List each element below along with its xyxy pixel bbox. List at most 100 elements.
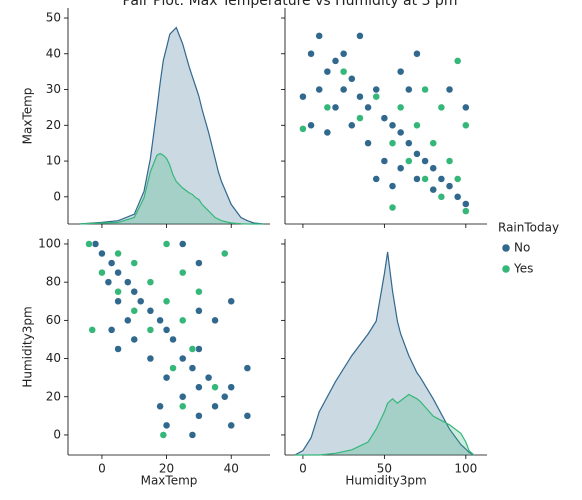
legend-marker [501,264,511,274]
scatter-point [364,103,372,112]
scatter-point [124,316,132,325]
scatter-point [388,182,397,190]
scatter-point [413,50,421,58]
scatter-point [114,345,122,353]
scatter-point [372,85,380,94]
y-tick-label: 0 [53,189,61,203]
scatter-point [130,259,139,267]
y-tick-label: 0 [53,427,61,441]
scatter-point [188,345,197,353]
scatter-point [396,67,405,76]
scatter-point [372,92,380,101]
scatter-point [364,139,372,147]
scatter-point [211,402,219,411]
scatter-point [372,175,380,183]
scatter-point [188,431,197,439]
x-tick-label: 50 [377,462,392,476]
scatter-point [178,240,187,248]
scatter-point [331,57,340,65]
scatter-point [114,287,122,296]
scatter-point [445,182,454,190]
kde-line [294,251,475,456]
y-tick-label: 10 [46,154,61,168]
scatter-point [130,287,139,296]
scatter-point [146,307,155,315]
scatter-point [445,157,454,165]
scatter-point [380,157,389,165]
scatter-point [162,297,171,306]
scatter-point [162,421,171,430]
scatter-point [429,139,437,147]
scatter-point [315,85,323,94]
scatter-point [315,32,323,40]
scatter-point [396,164,405,172]
scatter-point [348,121,356,130]
scatter-point [413,175,421,183]
scatter-point [405,85,413,94]
scatter-point [380,114,389,122]
scatter-point [107,326,116,334]
scatter-point [88,326,96,334]
scatter-point [162,240,171,248]
scatter-point [188,364,197,372]
scatter-point [221,393,229,401]
x-axis-label: Humidity3pm [345,474,426,488]
scatter-point [323,67,332,76]
scatter-point [299,125,307,133]
scatter-point [130,335,139,344]
scatter-point [396,103,405,112]
scatter-point [437,193,446,201]
scatter-point [243,364,252,372]
scatter-point [204,373,213,382]
scatter-point [104,278,113,286]
scatter-point [462,121,470,130]
scatter-point [429,185,437,194]
scatter-point [130,307,139,315]
scatter-point [356,114,364,122]
scatter-point [195,287,203,296]
y-tick-label: 50 [46,11,61,25]
scatter-point [339,67,348,76]
scatter-point [98,249,106,258]
legend-label: Yes [513,262,533,276]
scatter-point [114,268,122,277]
scatter-point [195,383,203,391]
scatter-point [413,150,421,158]
legend-title: RainToday [498,221,559,235]
scatter-point [445,85,454,94]
x-axis-label: MaxTemp [141,474,198,488]
x-tick-label: 20 [159,462,174,476]
scatter-point [388,121,397,130]
y-tick-label: 100 [38,236,61,250]
scatter-point [169,364,177,372]
y-tick-label: 80 [46,275,61,289]
scatter-point [195,412,203,420]
y-tick-label: 30 [46,82,61,96]
scatter-point [421,85,429,94]
x-tick-label: 0 [98,462,106,476]
scatter-point [388,203,397,212]
scatter-point [388,139,397,147]
scatter-point [331,103,340,112]
scatter-point [405,157,413,165]
y-tick-label: 40 [46,46,61,60]
scatter-point [437,175,446,183]
scatter-point [405,139,413,147]
kde-line [79,152,264,225]
scatter-point [107,259,116,267]
kde-area [79,27,264,224]
scatter-point [462,207,470,215]
scatter-point [429,164,437,172]
y-tick-label: 40 [46,351,61,365]
scatter-point [437,103,446,112]
scatter-point [227,297,235,306]
scatter-point [195,345,203,353]
scatter-point [195,307,203,315]
y-axis-label: Humidity3pm [21,306,35,387]
scatter-point [211,316,219,325]
scatter-point [299,92,307,101]
scatter-point [178,393,187,401]
scatter-point [85,240,93,248]
legend-label: No [514,241,530,255]
